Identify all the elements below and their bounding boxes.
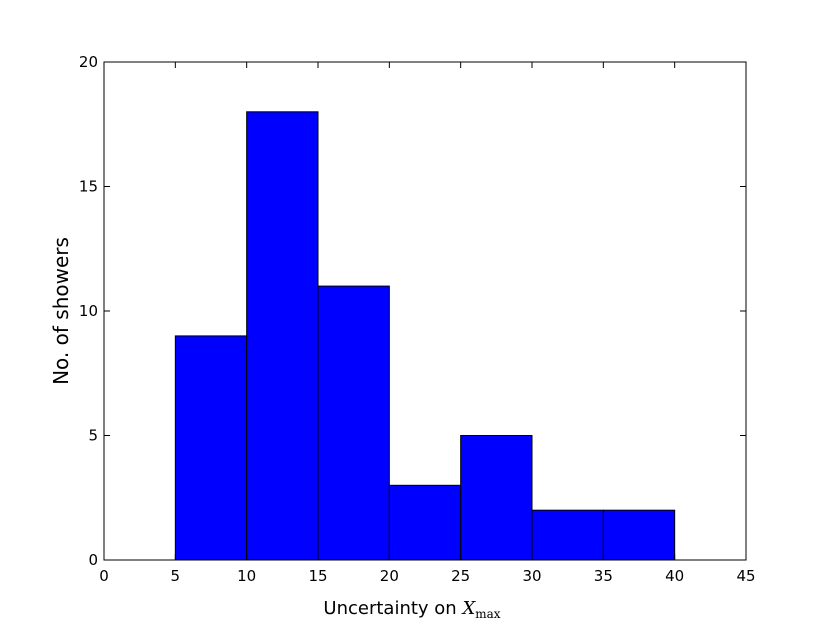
y-tick-label: 10	[79, 302, 98, 320]
bar	[531, 509, 604, 561]
y-axis-label: No. of showers	[49, 237, 73, 385]
x-label-subscript: max	[475, 607, 501, 621]
bar	[388, 484, 462, 561]
x-tick-label: 0	[99, 567, 109, 585]
y-tick-label: 20	[79, 53, 98, 71]
x-tick-label: 15	[308, 567, 327, 585]
x-tick-label: 20	[380, 567, 399, 585]
bar	[246, 111, 319, 561]
x-tick-label: 25	[451, 567, 470, 585]
bar	[317, 285, 390, 561]
x-tick-label: 5	[171, 567, 181, 585]
bar	[174, 335, 248, 561]
x-tick-label: 45	[736, 567, 755, 585]
y-tick-label: 15	[79, 178, 98, 196]
bar	[460, 435, 533, 561]
x-tick-label: 40	[665, 567, 684, 585]
x-label-math: X	[460, 598, 476, 619]
y-tick-label: 0	[88, 551, 98, 569]
x-tick-label: 10	[237, 567, 256, 585]
x-tick-label: 35	[594, 567, 613, 585]
x-tick-label: 30	[522, 567, 541, 585]
bar	[602, 509, 676, 561]
x-axis-label: Uncertainty on Xmax	[323, 598, 500, 621]
x-label-text: Uncertainty on	[323, 598, 462, 619]
y-tick-label: 5	[88, 427, 98, 445]
